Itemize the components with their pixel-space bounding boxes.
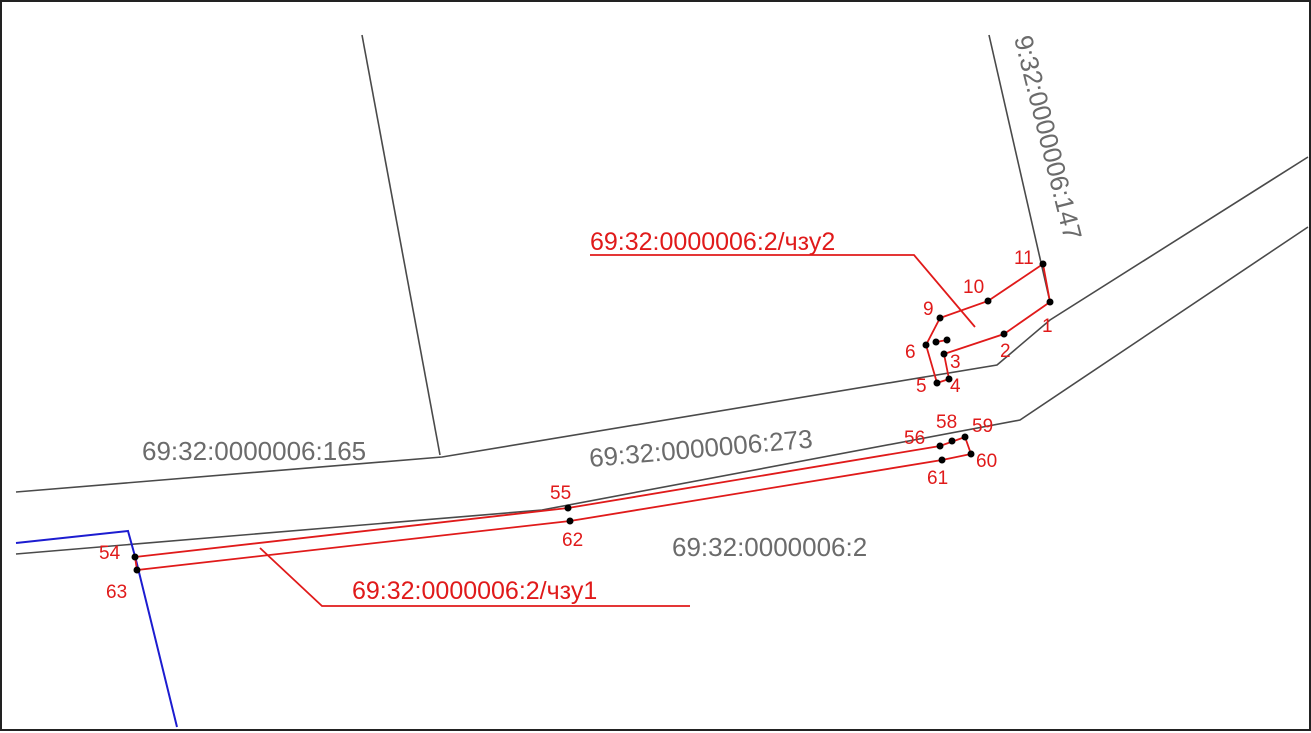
zone-chzu2-leader — [590, 254, 976, 328]
vertex-label-11: 11 — [1014, 248, 1034, 269]
vertex-label-10: 10 — [963, 277, 984, 298]
vertex-7 — [932, 338, 940, 346]
parcel-boundary-165-west — [361, 34, 441, 456]
zone-label-chzu2: 69:32:0000006:2/чзу2 — [590, 228, 835, 256]
vertex-label-56: 56 — [904, 428, 925, 449]
vertex-6 — [922, 341, 930, 349]
parcel-label-147: 9:32:0000006:147 — [1008, 32, 1088, 243]
vertex-label-1: 1 — [1042, 316, 1053, 337]
vertex-54 — [131, 553, 139, 561]
vertex-label-61: 61 — [927, 468, 948, 489]
vertex-5 — [933, 379, 941, 387]
vertex-label-3: 3 — [950, 352, 961, 373]
road-boundary-south — [15, 226, 1309, 555]
vertex-58 — [948, 437, 956, 445]
vertex-2 — [1000, 330, 1008, 338]
vertex-60 — [967, 450, 975, 458]
parcel-boundary-147-west — [988, 34, 1051, 303]
zone-chzu1-leader — [259, 547, 690, 607]
vertex-label-6: 6 — [905, 342, 916, 363]
vertex-8 — [943, 336, 951, 344]
vertex-61 — [938, 456, 946, 464]
vertex-55 — [564, 504, 572, 512]
vertex-1 — [1046, 298, 1054, 306]
vertex-62 — [566, 517, 574, 525]
vertex-59 — [961, 433, 969, 441]
vertex-label-5: 5 — [916, 376, 927, 397]
vertex-label-58: 58 — [936, 412, 957, 433]
vertex-56 — [936, 442, 944, 450]
vertex-label-9: 9 — [923, 299, 934, 320]
vertex-11 — [1039, 260, 1047, 268]
vertex-10 — [984, 297, 992, 305]
vertex-points — [131, 260, 1054, 574]
vertex-label-4: 4 — [950, 376, 961, 397]
vertex-label-63: 63 — [106, 582, 127, 603]
vertex-label-55: 55 — [550, 483, 571, 504]
vertex-4 — [945, 375, 953, 383]
vertex-63 — [133, 566, 141, 574]
vertex-3 — [940, 350, 948, 358]
vertex-label-2: 2 — [1000, 341, 1011, 362]
adjacent-boundary — [15, 529, 178, 728]
road-boundary-north — [15, 156, 1309, 493]
zone-chzu2-outline — [925, 262, 1051, 385]
vertex-label-59: 59 — [972, 416, 993, 437]
vertex-9 — [936, 314, 944, 322]
zone-label-chzu1: 69:32:0000006:2/чзу1 — [352, 577, 597, 605]
vertex-label-60: 60 — [976, 451, 997, 472]
vertex-label-54: 54 — [99, 543, 121, 564]
vertex-label-62: 62 — [562, 530, 583, 551]
parcel-label-2: 69:32:0000006:2 — [672, 532, 867, 562]
parcel-label-165: 69:32:0000006:165 — [142, 436, 366, 466]
